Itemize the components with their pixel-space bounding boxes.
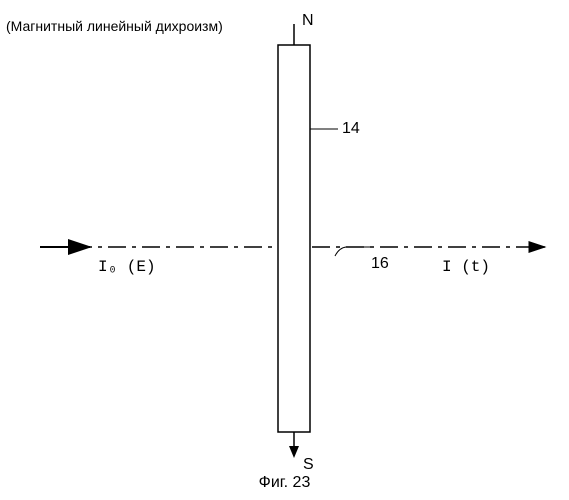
- label-south: S: [303, 456, 314, 474]
- label-ref-16: 16: [371, 255, 389, 273]
- label-transmitted: I (t): [442, 258, 490, 276]
- diagram-svg: [0, 0, 569, 500]
- sample-rect: [278, 45, 310, 432]
- ns-arrow-south: [289, 446, 299, 458]
- diagram-container: (Магнитный линейный дихроизм) N S I₀ (E)…: [0, 0, 569, 500]
- label-incident: I₀ (E): [98, 258, 156, 276]
- figure-caption: Фиг. 23: [259, 474, 311, 492]
- label-north: N: [302, 12, 314, 30]
- leader-16: [335, 247, 370, 256]
- label-ref-14: 14: [342, 120, 360, 138]
